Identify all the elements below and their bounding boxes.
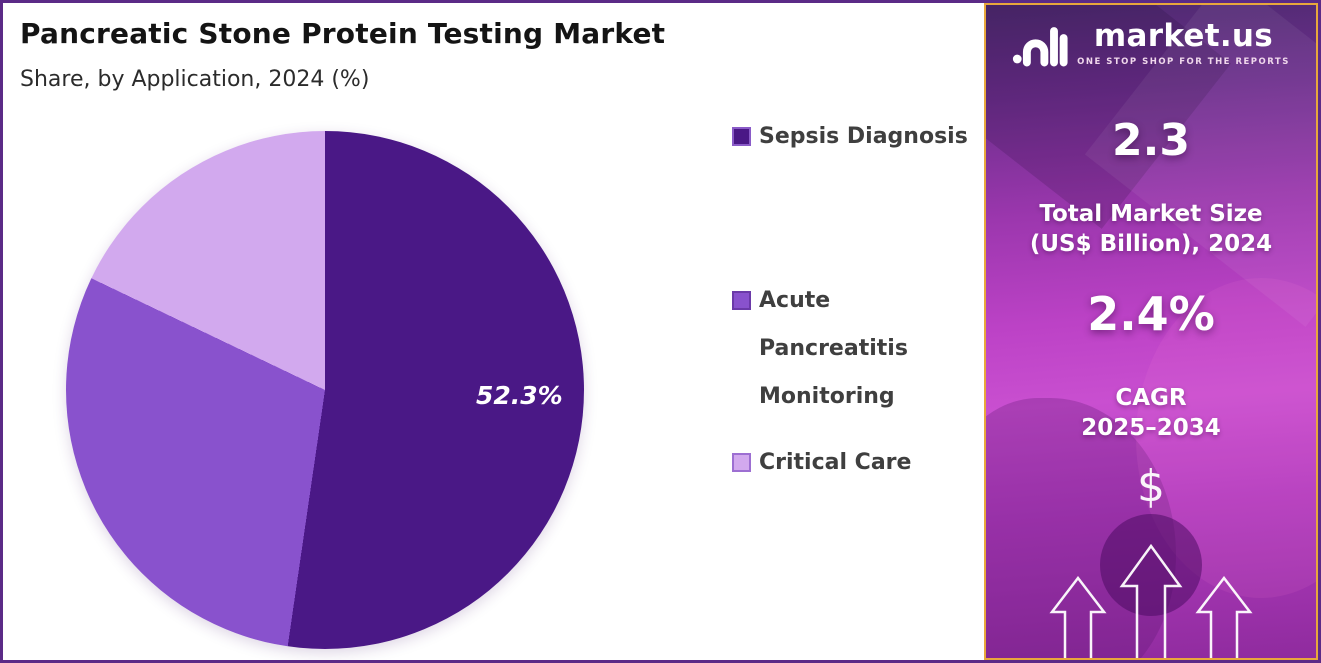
legend-item-acute-pancreatitis-monitoring: Acute Pancreatitis Monitoring	[732, 277, 931, 421]
circle-decoration	[1100, 514, 1202, 616]
legend-swatch-sepsis	[732, 127, 751, 146]
legend-label: Critical Care	[759, 450, 912, 475]
brand-name: market.us	[1093, 18, 1274, 54]
growth-arrow-icon	[1049, 576, 1107, 658]
cagr-label-line2: 2025–2034	[1081, 415, 1221, 441]
growth-arrows-row	[986, 544, 1316, 658]
growth-arrow-icon	[1195, 576, 1253, 658]
legend-swatch-acute-pancreatitis	[732, 291, 751, 310]
chart-area: Pancreatic Stone Protein Testing Market …	[3, 3, 984, 660]
pie-data-label: 52.3%	[476, 381, 563, 410]
legend-swatch-critical-care	[732, 453, 751, 472]
growth-arrows-cluster	[986, 508, 1316, 658]
pie-chart: 52.3%	[66, 131, 584, 649]
marketus-logo: market.us ONE STOP SHOP FOR THE REPORTS	[1012, 21, 1290, 67]
panel-content: market.us ONE STOP SHOP FOR THE REPORTS …	[986, 5, 1316, 509]
side-panel: market.us ONE STOP SHOP FOR THE REPORTS …	[984, 3, 1318, 660]
market-size-label-line1: Total Market Size	[1039, 201, 1263, 227]
page-title: Pancreatic Stone Protein Testing Market	[20, 17, 666, 50]
marketus-logo-icon	[1013, 27, 1068, 67]
cagr-label-line1: CAGR	[1115, 385, 1187, 411]
growth-arrow-icon	[1119, 544, 1183, 658]
chart-subtitle: Share, by Application, 2024 (%)	[20, 67, 370, 92]
dollar-icon: $	[1137, 461, 1165, 512]
market-size-label-line2: (US$ Billion), 2024	[1029, 231, 1273, 257]
market-size-label: Total Market Size (US$ Billion), 2024	[1030, 199, 1272, 259]
cagr-value: 2.4%	[1087, 287, 1215, 341]
legend-label: Sepsis Diagnosis	[759, 124, 968, 149]
legend-label: Acute Pancreatitis Monitoring	[759, 288, 908, 409]
market-size-value: 2.3	[1112, 115, 1190, 166]
legend-item-critical-care: Critical Care	[732, 439, 911, 487]
brand-tagline: ONE STOP SHOP FOR THE REPORTS	[1077, 57, 1290, 67]
cagr-label: CAGR 2025–2034	[1081, 383, 1221, 443]
marketus-logo-text: market.us ONE STOP SHOP FOR THE REPORTS	[1077, 18, 1290, 68]
legend-item-sepsis-diagnosis: Sepsis Diagnosis	[732, 113, 968, 161]
